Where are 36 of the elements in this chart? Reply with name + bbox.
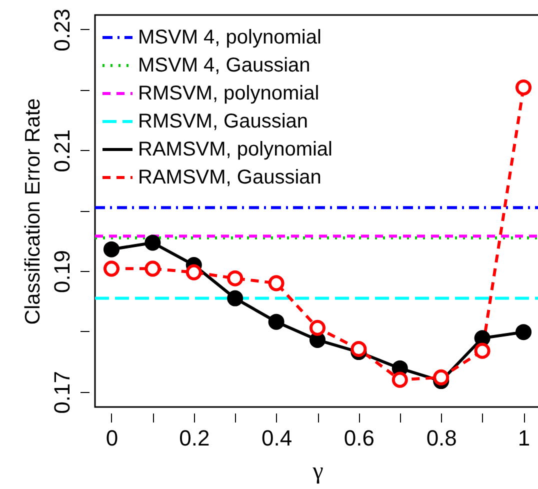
legend-label: RAMSVM, polynomial <box>138 138 333 160</box>
point <box>392 372 408 388</box>
y-tick-label: 0.19 <box>50 250 74 294</box>
point <box>474 330 490 346</box>
point <box>227 290 244 306</box>
point <box>144 234 161 251</box>
point <box>309 332 326 348</box>
y-tick-label: 0.17 <box>50 370 74 414</box>
point <box>309 320 326 336</box>
point <box>103 241 120 258</box>
legend-label: RMSVM, polynomial <box>138 82 320 104</box>
point <box>103 260 120 277</box>
y-tick-label: 0.21 <box>50 129 74 172</box>
point <box>516 324 532 340</box>
legend-label: RMSVM, Gaussian <box>138 110 308 132</box>
point <box>227 270 244 286</box>
point <box>474 342 490 359</box>
point <box>350 341 367 358</box>
x-tick-label: 0.4 <box>262 426 292 450</box>
x-tick-label: 0.2 <box>179 426 210 450</box>
point <box>186 264 202 280</box>
x-tick-label: 0.8 <box>426 426 457 450</box>
legend-label: MSVM 4, Gaussian <box>138 54 310 76</box>
x-tick-label: 0.6 <box>344 426 374 450</box>
point <box>433 369 450 386</box>
y-tick-label: 0.23 <box>50 8 74 52</box>
point <box>268 314 284 330</box>
point <box>516 79 532 96</box>
point <box>144 260 161 277</box>
x-tick-label: 0 <box>106 426 118 450</box>
legend-label: RAMSVM, Gaussian <box>138 166 322 188</box>
point <box>268 275 284 292</box>
x-axis-title: γ <box>312 458 324 484</box>
x-tick-label: 1 <box>518 426 530 450</box>
legend-label: MSVM 4, polynomial <box>138 26 322 48</box>
y-axis-title: Classification Error Rate <box>22 98 44 325</box>
